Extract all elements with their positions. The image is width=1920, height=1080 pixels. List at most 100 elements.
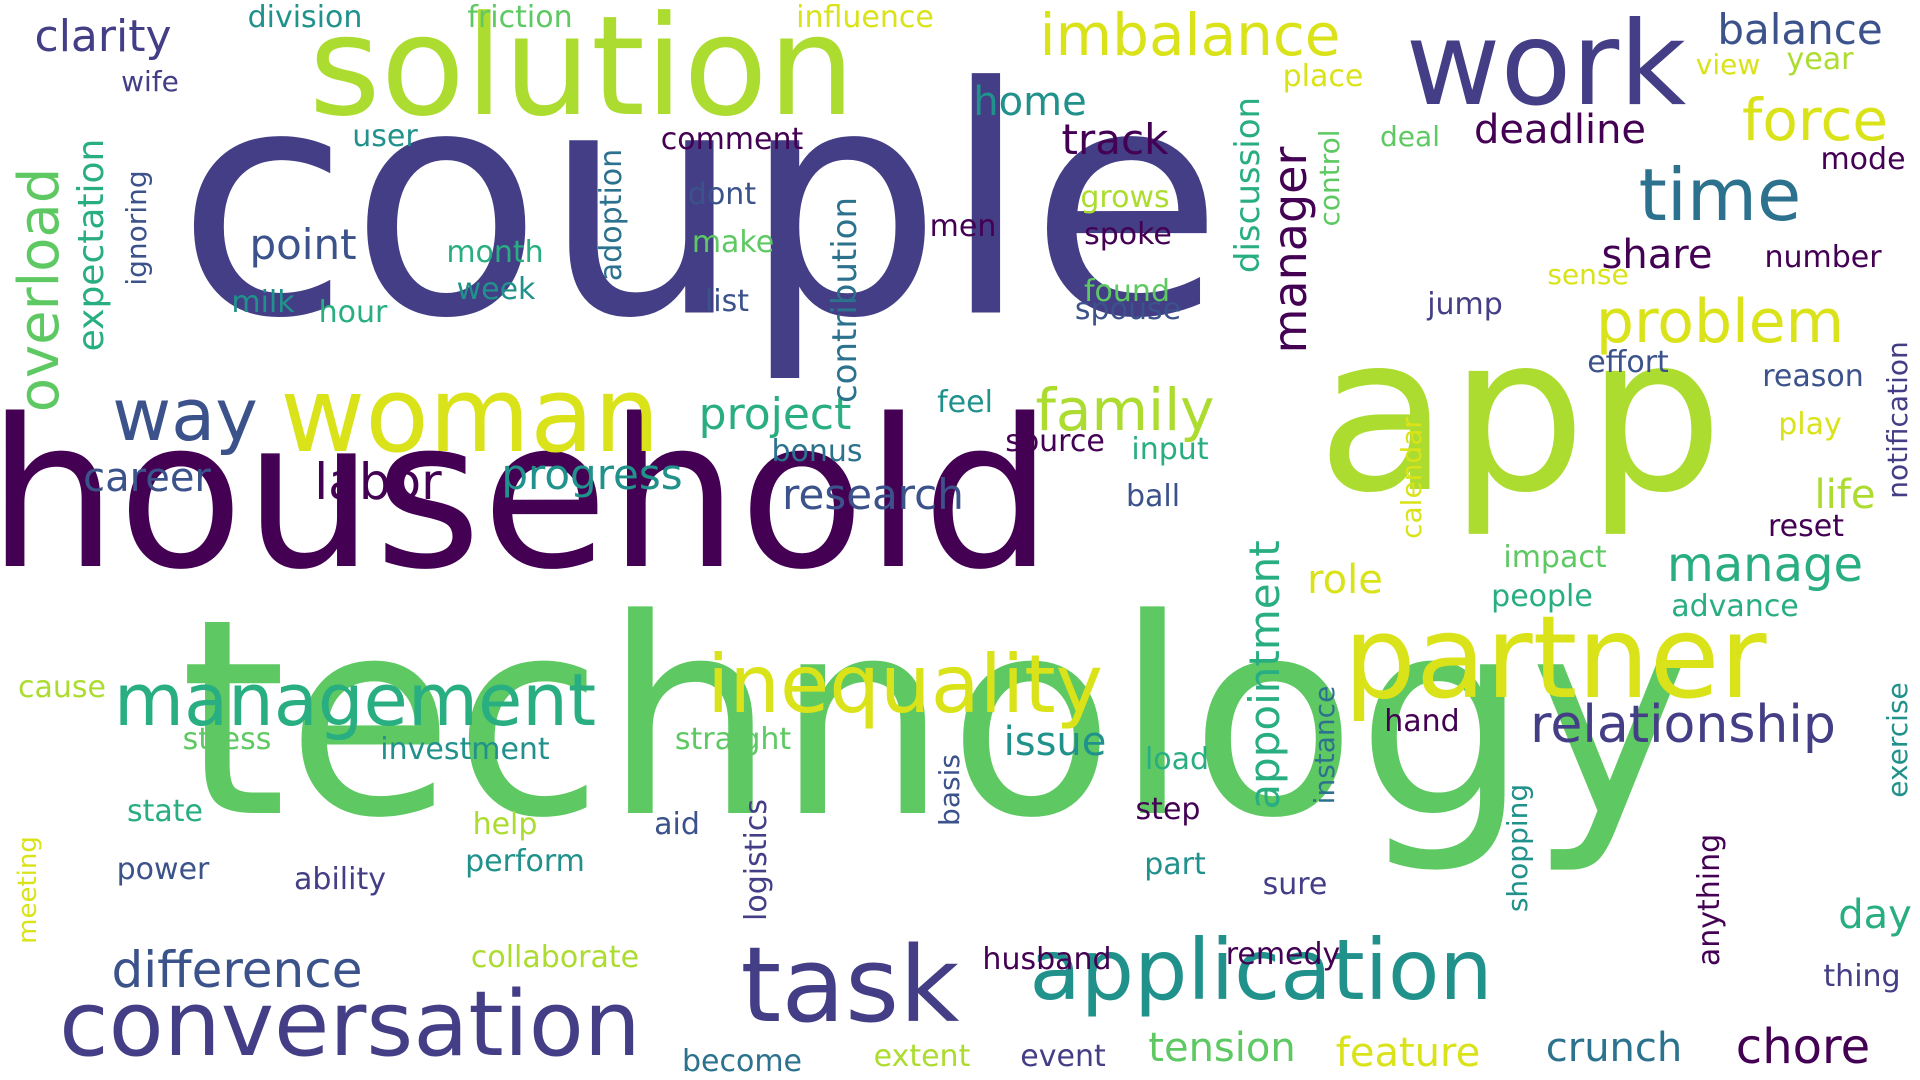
word-help: help — [472, 807, 538, 842]
word-balance: balance — [1717, 5, 1883, 54]
word-friction: friction — [467, 0, 573, 35]
word-discussion: discussion — [1228, 96, 1268, 274]
word-shopping: shopping — [1501, 783, 1534, 913]
word-source: source — [1005, 424, 1105, 459]
word-deal: deal — [1380, 120, 1440, 153]
word-management: management — [113, 658, 597, 742]
word-power: power — [116, 852, 210, 887]
word-appointment: appointment — [1240, 540, 1289, 810]
word-force: force — [1741, 86, 1889, 154]
word-expectation: expectation — [71, 138, 112, 352]
word-perform: perform — [465, 844, 585, 879]
word-advance: advance — [1671, 589, 1799, 624]
word-straight: straight — [674, 722, 792, 757]
word-inequality: inequality — [707, 638, 1103, 731]
word-time: time — [1638, 153, 1802, 237]
word-technology: technology — [179, 562, 1691, 878]
word-feature: feature — [1335, 1030, 1481, 1076]
word-family: family — [1035, 376, 1215, 444]
word-share: share — [1601, 232, 1713, 278]
word-men: men — [929, 209, 997, 244]
word-labor: labor — [314, 453, 442, 511]
word-crunch: crunch — [1545, 1025, 1683, 1071]
word-ignoring: ignoring — [120, 170, 153, 286]
word-issue: issue — [1003, 719, 1107, 765]
word-people: people — [1491, 579, 1593, 614]
word-make: make — [691, 225, 775, 260]
word-husband: husband — [982, 942, 1112, 977]
word-role: role — [1307, 557, 1383, 603]
word-number: number — [1764, 240, 1882, 275]
word-progress: progress — [501, 450, 683, 499]
word-application: application — [1029, 921, 1493, 1019]
word-anything: anything — [1692, 833, 1727, 967]
word-wife: wife — [121, 65, 179, 98]
word-sure: sure — [1262, 867, 1328, 902]
word-chore: chore — [1735, 1019, 1871, 1075]
word-stress: stress — [182, 722, 272, 757]
word-notification: notification — [1881, 341, 1914, 499]
word-become: become — [681, 1044, 803, 1079]
word-mode: mode — [1820, 142, 1906, 177]
word-list: list — [704, 284, 750, 319]
word-tension: tension — [1148, 1025, 1296, 1071]
word-found: found — [1084, 274, 1170, 309]
word-year: year — [1786, 42, 1854, 77]
word-deadline: deadline — [1473, 107, 1647, 153]
word-relationship: relationship — [1530, 695, 1836, 755]
word-impact: impact — [1503, 540, 1607, 575]
word-event: event — [1020, 1039, 1106, 1074]
word-play: play — [1778, 407, 1842, 442]
word-day: day — [1838, 892, 1912, 938]
word-hour: hour — [318, 295, 388, 330]
word-track: track — [1061, 115, 1169, 164]
word-state: state — [127, 794, 203, 829]
word-month: month — [446, 235, 544, 270]
word-home: home — [973, 79, 1087, 125]
word-project: project — [698, 389, 852, 440]
word-cause: cause — [18, 670, 106, 705]
word-calendar: calendar — [1395, 417, 1428, 539]
word-input: input — [1131, 432, 1209, 467]
word-app: app — [1316, 289, 1724, 540]
word-woman: woman — [280, 354, 660, 476]
word-influence: influence — [796, 0, 934, 35]
word-point: point — [249, 220, 357, 269]
word-meeting: meeting — [13, 836, 43, 944]
word-couple: couple — [176, 21, 1224, 388]
word-sense: sense — [1547, 258, 1629, 291]
word-reset: reset — [1768, 509, 1844, 544]
word-ball: ball — [1125, 479, 1181, 514]
word-partner: partner — [1343, 591, 1767, 724]
word-imbalance: imbalance — [1039, 1, 1341, 69]
word-life: life — [1814, 472, 1876, 518]
word-user: user — [352, 119, 418, 154]
word-research: research — [782, 470, 964, 519]
word-step: step — [1135, 792, 1201, 827]
word-manager: manager — [1263, 146, 1317, 354]
word-clarity: clarity — [34, 11, 172, 62]
word-hand: hand — [1384, 704, 1460, 739]
word-conversation: conversation — [59, 972, 641, 1077]
word-ability: ability — [294, 862, 386, 897]
word-dont: dont — [687, 177, 757, 212]
word-aid: aid — [654, 807, 700, 842]
word-household: household — [0, 375, 1053, 615]
word-reason: reason — [1762, 359, 1864, 394]
word-part: part — [1144, 847, 1206, 882]
word-load: load — [1144, 742, 1210, 777]
word-control: control — [1313, 129, 1346, 227]
word-work: work — [1405, 0, 1687, 132]
word-jump: jump — [1427, 287, 1503, 322]
word-difference: difference — [111, 941, 363, 999]
word-adoption: adoption — [594, 148, 629, 282]
word-view: view — [1695, 48, 1761, 81]
word-solution: solution — [308, 0, 856, 147]
word-spoke: spoke — [1084, 217, 1172, 252]
word-place: place — [1282, 59, 1364, 94]
word-career: career — [83, 455, 211, 501]
word-feel: feel — [937, 385, 993, 420]
word-grows: grows — [1080, 180, 1170, 215]
word-logistics: logistics — [739, 799, 774, 921]
